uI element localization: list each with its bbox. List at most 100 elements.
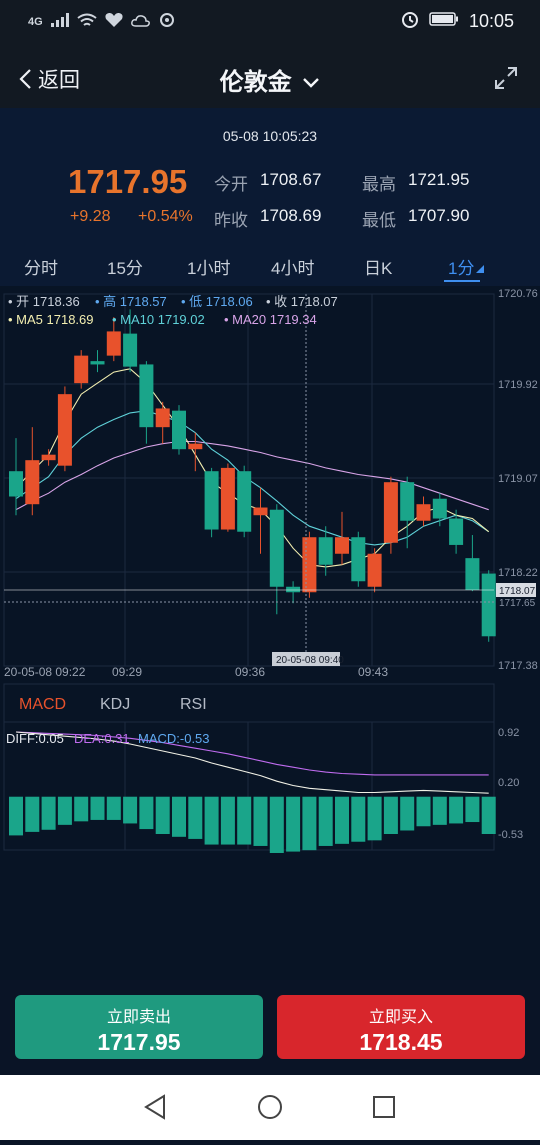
price-axis-label: 1720.76 — [498, 288, 538, 300]
macd-bar — [302, 796, 317, 851]
price-axis-label: 1719.07 — [498, 473, 538, 485]
candle-body — [139, 364, 154, 428]
page-title: 伦敦金 — [219, 69, 292, 96]
status-bar: 4G 10:05 — [0, 0, 540, 46]
candle-body — [286, 586, 301, 593]
candle-body — [237, 471, 252, 532]
dea-line — [15, 731, 489, 776]
candle-body — [188, 443, 203, 450]
low-value: 1707.90 — [408, 206, 470, 225]
macd-bar — [253, 796, 268, 846]
ma-lines — [15, 368, 490, 568]
buy-price: 1718.45 — [359, 1029, 443, 1055]
clock: 10:05 — [468, 11, 514, 31]
nav-recents-icon[interactable] — [373, 1096, 395, 1118]
chevron-left-icon — [19, 69, 31, 89]
last-price-tag: 1718.07 — [499, 586, 536, 597]
legend-ma10: • MA10 1719.02 — [112, 312, 205, 327]
legend-macd: MACD:-0.53 — [138, 731, 210, 746]
alarm-icon — [401, 10, 419, 33]
candle-body — [481, 573, 496, 637]
candle-body — [204, 471, 219, 530]
nav-back-icon[interactable] — [144, 1094, 165, 1120]
legend-diff: DIFF:0.05 — [6, 731, 64, 746]
macd-bar — [123, 796, 138, 824]
back-button[interactable]: 返回 — [18, 64, 80, 94]
candle-body — [351, 537, 366, 582]
time-axis-label: 09:29 — [112, 665, 142, 679]
back-label: 返回 — [38, 69, 80, 92]
candle-body — [172, 410, 186, 450]
diff-line — [15, 731, 489, 794]
candle-body — [90, 361, 105, 365]
macd-bar — [383, 796, 398, 834]
legend-low: • 低 1718.06 — [181, 294, 253, 309]
period-tabs: 分时 15分 1小时 4小时 日K 1分 — [0, 238, 540, 286]
prev-close-label: 昨收 — [214, 211, 248, 230]
health-icon — [105, 12, 123, 31]
time-axis-label: 09:43 — [358, 665, 388, 679]
ma5-line — [15, 368, 490, 568]
time-axis-label: 09:36 — [235, 665, 265, 679]
macd-bar — [481, 796, 496, 834]
candle-body — [41, 454, 56, 461]
prev-close-value: 1708.69 — [260, 206, 322, 225]
tab-rsi[interactable]: RSI — [180, 696, 207, 713]
macd-axis-label: 0.20 — [498, 777, 519, 789]
buy-label: 立即买入 — [368, 1009, 433, 1026]
last-price: 1717.95 — [68, 163, 188, 200]
tab-4hour[interactable]: 4小时 — [271, 259, 315, 278]
fullscreen-icon[interactable] — [494, 66, 518, 95]
macd-bar — [204, 796, 219, 845]
nav-bar: 返回 伦敦金 — [0, 46, 540, 108]
candle-body — [123, 333, 138, 367]
tab-macd[interactable]: MACD — [19, 696, 66, 713]
macd-axis-label: -0.53 — [498, 829, 523, 841]
macd-bar — [367, 796, 382, 841]
candle-body — [465, 558, 480, 591]
candle-body — [155, 408, 170, 428]
legend-open: • 开 1718.36 — [8, 294, 80, 309]
kline-chart[interactable]: • 开 1718.36 • 高 1718.57 • 低 1718.06 • 收 … — [0, 286, 540, 980]
price-change-percent: +0.54% — [138, 208, 193, 225]
legend-close: • 收 1718.07 — [266, 294, 338, 309]
macd-bar — [9, 796, 23, 836]
tab-daily[interactable]: 日K — [364, 259, 393, 278]
instrument-selector[interactable]: 伦敦金 — [0, 62, 540, 97]
quote-datetime: 05-08 10:05:23 — [222, 128, 318, 144]
macd-bar — [449, 796, 464, 824]
sell-now-button[interactable]: 立即卖出 1717.95 — [15, 995, 263, 1059]
crosshair-time-tag: 20-05-08 09:40 — [276, 655, 344, 666]
open-label: 今开 — [214, 175, 248, 194]
bid-price-tag: 1717.65 — [499, 598, 536, 609]
macd-bar — [155, 796, 170, 834]
tab-1hour[interactable]: 1小时 — [187, 259, 231, 278]
macd-lines — [15, 731, 489, 794]
chart-area[interactable]: • 开 1718.36 • 高 1718.57 • 低 1718.06 • 收 … — [0, 286, 540, 980]
ma10-line — [15, 410, 490, 546]
price-axis-label: 1719.92 — [498, 379, 538, 391]
tab-intraday[interactable]: 分时 — [24, 259, 58, 278]
macd-bar — [25, 796, 40, 832]
macd-bar — [220, 796, 235, 845]
candle-body — [416, 504, 431, 521]
tab-1min[interactable]: 1分 — [448, 254, 485, 279]
nav-home-icon[interactable] — [258, 1095, 282, 1119]
high-value: 1721.95 — [408, 170, 470, 189]
macd-bar — [432, 796, 447, 825]
candle-body — [9, 471, 23, 497]
candles — [9, 309, 496, 642]
macd-bar — [351, 796, 366, 842]
tab-kdj[interactable]: KDJ — [100, 696, 130, 713]
price-axis-label: 1718.22 — [498, 567, 538, 579]
app-notification-icon — [159, 12, 175, 31]
macd-bar — [172, 796, 186, 837]
macd-bar — [318, 796, 333, 846]
macd-axis-label: 0.92 — [498, 727, 519, 739]
macd-bar — [57, 796, 72, 825]
macd-bar — [139, 796, 154, 830]
candle-body — [449, 518, 464, 545]
macd-bar — [237, 796, 252, 845]
tab-15min[interactable]: 15分 — [107, 259, 143, 278]
buy-now-button[interactable]: 立即买入 1718.45 — [277, 995, 525, 1059]
